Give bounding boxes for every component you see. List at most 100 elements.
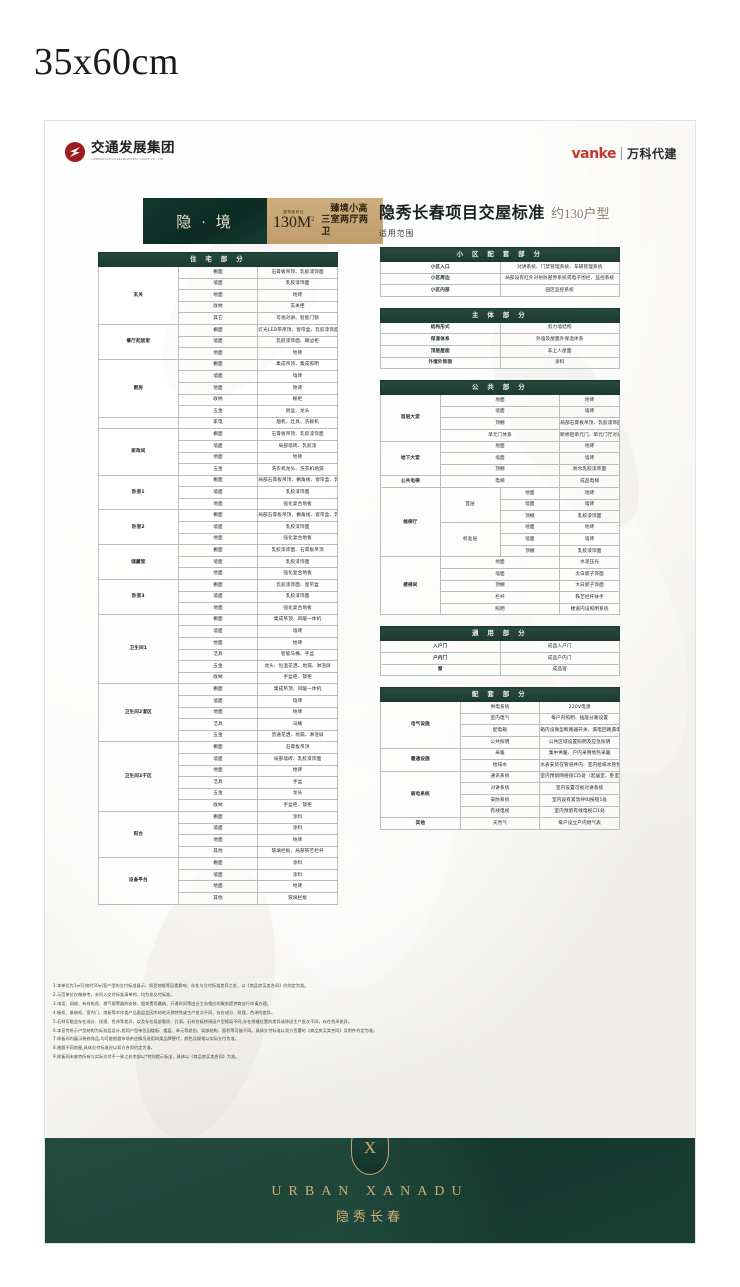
section-header-residential: 住 宅 部 分 xyxy=(98,252,338,267)
row-sub-label: 配电箱 xyxy=(459,724,541,737)
table-row: 墙面 大白腻子饰面 xyxy=(381,568,620,581)
row-group-label: 卧室2 xyxy=(98,509,179,546)
row-value: 乳胶漆饰面 xyxy=(257,277,338,291)
row-group-label: 地下大堂 xyxy=(380,440,441,477)
row-sub-label: 五金 xyxy=(177,660,259,673)
table-row: 墙面 乳胶漆饰面 xyxy=(99,521,338,534)
table-row: 户内门 成品户内门 xyxy=(380,652,620,665)
row-sub-label: 棚面 xyxy=(177,741,259,754)
row-sub-label: 地面 xyxy=(177,289,259,302)
row-sub-label: 墙面 xyxy=(499,533,561,546)
row-value: 地砖 xyxy=(257,834,338,847)
row-sub-label: 地面 xyxy=(177,381,259,395)
table-row: 保温体系 外墙及屋面外保温体系 xyxy=(380,333,620,346)
emblem-glyph: X xyxy=(363,1138,377,1157)
table-row: 地面 地砖 xyxy=(99,381,338,395)
row-sub-label: 供电系统 xyxy=(459,701,541,714)
table-row: 地面 地砖 xyxy=(99,451,338,465)
table-row: 卫生间2干区 棚面 石膏板吊顶 xyxy=(98,741,338,812)
table-row: 地下大堂 地面 地砖 xyxy=(380,440,620,477)
row-value: 手盆柜、镜柜 xyxy=(257,671,338,685)
row-value: 普通花洒、地漏、淋浴屏 xyxy=(257,729,338,743)
residential-table: 住 宅 部 分 玄关 棚面 石膏板吊顶、乳胶漆饰面 墙面 乳胶漆饰面 地面 地砖 收纳 玄关柜其… xyxy=(98,252,338,905)
row-sub-label: 五金 xyxy=(177,787,259,801)
row-group-label xyxy=(98,416,179,430)
row-sub-label: 地面 xyxy=(177,706,259,720)
row-value: 橱柜 xyxy=(257,393,338,407)
row-sub-label: 地面 xyxy=(177,497,259,511)
table-row: 墙面 墙砖 xyxy=(99,370,338,383)
row-sub-label: 单元门体系 xyxy=(439,428,561,442)
table-row: 地面 强化复合地板 xyxy=(99,497,338,511)
row-label: 保温体系 xyxy=(380,333,501,346)
row-value: 成品窗 xyxy=(499,663,620,677)
note-line-3: 3.电话、网络、有线电视、燃气报警器的安装、相关费用缴纳、开通时间等由业主向相应… xyxy=(53,1000,271,1006)
table-row: 小区内部 园区监控系统 xyxy=(380,284,620,297)
table-row: 窗成品窗 xyxy=(380,663,620,677)
row-sub-label: 地面 xyxy=(177,451,259,465)
table-row: 墙面 涂料 xyxy=(99,822,338,836)
general-tbody: 入户门 成品入户门 户内门 成品户内门窗成品窗 xyxy=(380,640,620,677)
row-value: 地砖 xyxy=(257,289,338,302)
area-value: 130M2 xyxy=(273,214,315,232)
row-subgroup-label: 首层 xyxy=(439,486,501,523)
scope-label: 适用范围 xyxy=(379,229,415,238)
left-column: 住 宅 部 分 玄关 棚面 石膏板吊顶、乳胶漆饰面 墙面 乳胶漆饰面 地面 地砖 收纳 玄关柜其… xyxy=(98,252,338,916)
row-value: 乳胶漆饰面、窗帘盒 xyxy=(257,579,338,592)
table-row: 小区入口 对讲系统、门禁管理系统、车辆管理系统 xyxy=(380,261,620,274)
table-row: 地面 地砖 xyxy=(99,764,338,778)
unit-type-block: 建筑面积约 130M2 臻境小高 三室两厅两卫 xyxy=(267,198,383,244)
row-value: 涂料 xyxy=(257,822,338,836)
row-label: 顶层屋面 xyxy=(380,344,501,358)
row-sub-label: 五金 xyxy=(177,405,259,418)
note-line-8: 8.根据不同房屋,具体交付标准应以双方合同约定为准。 xyxy=(53,1045,155,1051)
row-sub-label: 五金 xyxy=(177,729,259,743)
table-row: 五金 洗衣机龙头、洗衣机地漏 xyxy=(99,463,338,476)
table-row: 栏杆 铁艺栏杆扶手 xyxy=(381,591,620,604)
row-value: 室内设置可视对讲系统 xyxy=(539,782,620,795)
row-value: 室内设有紧急呼叫按钮1处 xyxy=(539,793,620,807)
row-value: 地砖 xyxy=(559,486,620,500)
row-value: 地砖 xyxy=(559,521,620,535)
note-line-7: 7.样板间内展示装修饰品,均可能根据市场供应情况选用同类品牌替代、颜色及规格以实… xyxy=(53,1036,239,1042)
community-table: 小 区 配 套 部 分 小区入口 对讲系统、门禁管理系统、车辆管理系统 小区周边 局部… xyxy=(380,247,620,297)
row-sub-label: 家电 xyxy=(177,416,259,430)
table-row: 地面 地砖 xyxy=(99,834,338,847)
table-row: 收纳 手盆柜、镜柜 xyxy=(99,671,338,685)
table-row: 墙面 墙砖 xyxy=(99,694,338,708)
row-value: 墙砖 xyxy=(257,625,338,638)
vanke-wordmark: vanke xyxy=(571,145,617,162)
table-row: 小区周边 局部设有红外对射防越界系统或电子围栏、监控系统 xyxy=(380,272,620,286)
table-row: 入户门 成品入户门 xyxy=(380,640,620,654)
table-row: 墙面 墙砖 xyxy=(381,498,620,512)
notes-block: 1.本单位为1㎡可按约50㎡室户型的交付标准展示，如受地格等因素影响，存在与交付… xyxy=(53,983,687,1063)
row-group-label: 家政间 xyxy=(98,428,179,476)
row-label: 小区内部 xyxy=(380,284,501,297)
vanke-logo: vanke 万科代建 xyxy=(572,145,678,162)
right-column: 小 区 配 套 部 分 小区入口 对讲系统、门禁管理系统、车辆管理系统 小区周边 局部… xyxy=(380,247,620,841)
row-group-label: 厨房 xyxy=(98,358,179,418)
public-tbody: 首层大堂 地面 地砖 墙面 墙砖 顶棚 局部石膏板吊顶、乳胶漆饰面 单元门体系 断桥铝单元门、单… xyxy=(380,394,620,616)
row-sub-label: 洁具 xyxy=(177,648,259,662)
table-row: 卫生间2湿区 棚面 集成吊顶、风暖一体机 xyxy=(98,683,338,743)
table-row: 其它 可视对讲、智能门锁 xyxy=(99,312,338,325)
row-value: 水泥压光 xyxy=(559,556,620,570)
row-value: 玄关柜 xyxy=(257,300,338,314)
row-sub-label: 地面 xyxy=(177,532,259,546)
estate-name: 隐 · 境 xyxy=(176,214,234,231)
row-sub-label: 地面 xyxy=(177,347,259,360)
row-group-label: 卫生间1 xyxy=(98,613,179,685)
row-group-label: 玄关 xyxy=(98,266,179,325)
logo-divider xyxy=(620,147,622,160)
general-table: 通 用 部 分 入户门 成品入户门 户内门 成品户内门窗成品窗 xyxy=(380,626,620,677)
note-line-4: 4.橱柜、收纳柜、室内门、地板等木作类产品面层会因木材的天然特性或生产批次不同，… xyxy=(53,1009,276,1015)
row-value: 玻璃栏板、局部铁艺栏杆 xyxy=(257,845,338,859)
poster-footer: X URBAN XANADU 隐秀长春 xyxy=(45,1138,695,1243)
row-value: 石膏板吊顶 xyxy=(257,741,338,754)
table-row: 家电 烟机、灶具、洗碗机 xyxy=(98,416,338,430)
row-sub-label: 收纳 xyxy=(177,300,259,314)
row-value: 手盆 xyxy=(257,776,338,789)
estate-name-block: 隐 · 境 xyxy=(143,198,267,244)
row-value: 成品电梯 xyxy=(559,475,620,488)
